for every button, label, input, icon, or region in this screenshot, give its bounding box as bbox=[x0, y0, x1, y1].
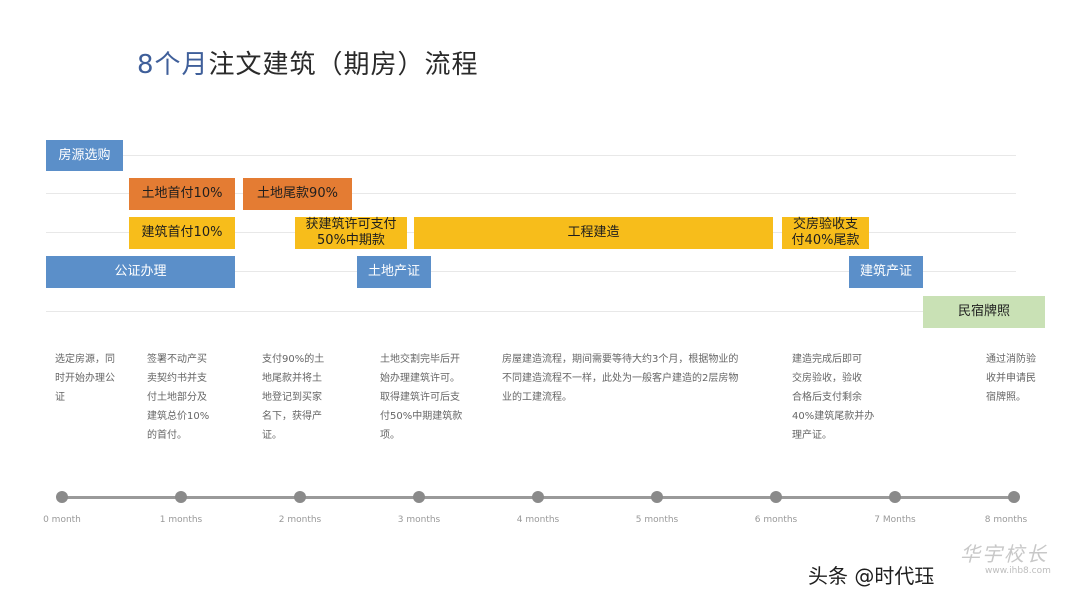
source-credit: 头条 @时代珏 bbox=[808, 564, 935, 588]
description-1: 签署不动产买 卖契约书并支 付土地部分及 建筑总价10% 的首付。 bbox=[147, 354, 210, 441]
timeline-label-2: 2 months bbox=[278, 515, 322, 525]
watermark-url: www.ihb8.com bbox=[985, 566, 1051, 576]
bar-land-title: 土地产证 bbox=[357, 256, 431, 288]
timeline-label-6: 6 months bbox=[754, 515, 798, 525]
timeline-label-5: 5 months bbox=[635, 515, 679, 525]
bar-land-final-payment: 土地尾款90% bbox=[243, 178, 352, 210]
timeline-label-8: 8 months bbox=[984, 515, 1028, 525]
guide-line bbox=[46, 155, 1016, 156]
timeline-dot bbox=[294, 491, 306, 503]
timeline-label-4: 4 months bbox=[516, 515, 560, 525]
timeline-label-0: 0 month bbox=[43, 515, 81, 525]
timeline-label-3: 3 months bbox=[397, 515, 441, 525]
description-4: 房屋建造流程，期间需要等待大约3个月，根据物业的 不同建造流程不一样，此处为一般… bbox=[502, 354, 739, 403]
timeline-dot bbox=[651, 491, 663, 503]
description-5: 建造完成后即可 交房验收，验收 合格后支付剩余 40%建筑尾款并办 理产证。 bbox=[792, 354, 875, 441]
title-accent: 8个月 bbox=[137, 50, 209, 80]
description-0: 选定房源，同 时开始办理公 证 bbox=[55, 354, 115, 403]
bar-notary: 公证办理 bbox=[46, 256, 235, 288]
timeline-dot bbox=[532, 491, 544, 503]
title-main: 注文建筑（期房）流程 bbox=[208, 50, 479, 80]
timeline-dot bbox=[770, 491, 782, 503]
timeline-dot bbox=[56, 491, 68, 503]
description-3: 土地交割完毕后开 始办理建筑许可。 取得建筑许可后支 付50%中期建筑款 项。 bbox=[380, 354, 463, 441]
bar-construction: 工程建造 bbox=[414, 217, 773, 249]
bar-land-down-payment: 土地首付10% bbox=[129, 178, 235, 210]
page-title: 8个月注文建筑（期房）流程 bbox=[137, 44, 479, 81]
bar-listing-purchase: 房源选购 bbox=[46, 140, 123, 171]
timeline-dot bbox=[175, 491, 187, 503]
bar-handover-final-payment: 交房验收支 付40%尾款 bbox=[782, 217, 869, 249]
timeline-dot bbox=[1008, 491, 1020, 503]
bar-build-down-payment: 建筑首付10% bbox=[129, 217, 235, 249]
watermark: 华宇校长 bbox=[960, 542, 1048, 566]
guide-line bbox=[46, 271, 1016, 272]
description-6: 通过消防验 收并申请民 宿牌照。 bbox=[986, 354, 1036, 403]
guide-line bbox=[46, 311, 1016, 312]
timeline-dot bbox=[413, 491, 425, 503]
bar-guesthouse-license: 民宿牌照 bbox=[923, 296, 1045, 328]
guide-line bbox=[46, 193, 1016, 194]
timeline-label-7: 7 Months bbox=[874, 515, 916, 525]
description-2: 支付90%的土 地尾款并将土 地登记到买家 名下，获得产 证。 bbox=[262, 354, 325, 441]
bar-building-title: 建筑产证 bbox=[849, 256, 923, 288]
bar-permit-mid-payment: 获建筑许可支付 50%中期款 bbox=[295, 217, 407, 249]
timeline-dot bbox=[889, 491, 901, 503]
timeline-label-1: 1 months bbox=[159, 515, 203, 525]
